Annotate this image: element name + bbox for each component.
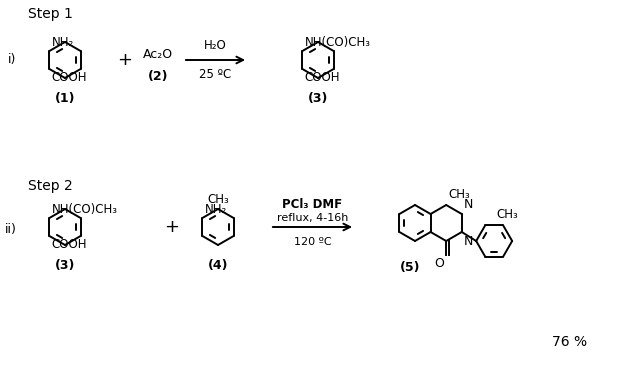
Text: PCl₃ DMF: PCl₃ DMF bbox=[283, 198, 343, 211]
Text: NH₂: NH₂ bbox=[205, 203, 227, 216]
Text: (1): (1) bbox=[55, 92, 76, 105]
Text: N: N bbox=[464, 235, 473, 248]
Text: COOH: COOH bbox=[51, 238, 87, 251]
Text: reflux, 4-16h: reflux, 4-16h bbox=[277, 213, 348, 223]
Text: CH₃: CH₃ bbox=[496, 208, 518, 221]
Text: NH₂: NH₂ bbox=[51, 36, 74, 49]
Text: (2): (2) bbox=[148, 70, 168, 83]
Text: Ac₂O: Ac₂O bbox=[143, 48, 173, 62]
Text: +: + bbox=[117, 51, 132, 69]
Text: CH₃: CH₃ bbox=[207, 193, 229, 206]
Text: (5): (5) bbox=[400, 261, 420, 274]
Text: NH(CO)CH₃: NH(CO)CH₃ bbox=[305, 36, 371, 49]
Text: COOH: COOH bbox=[305, 71, 340, 84]
Text: H₂O: H₂O bbox=[204, 39, 227, 52]
Text: N: N bbox=[464, 198, 473, 211]
Text: (4): (4) bbox=[208, 259, 228, 272]
Text: i): i) bbox=[8, 54, 16, 66]
Text: O: O bbox=[434, 257, 444, 270]
Text: ii): ii) bbox=[5, 224, 17, 237]
Text: COOH: COOH bbox=[51, 71, 87, 84]
Text: 76 %: 76 % bbox=[552, 335, 588, 349]
Text: (3): (3) bbox=[308, 92, 328, 105]
Text: 25 ºC: 25 ºC bbox=[200, 68, 232, 81]
Text: NH(CO)CH₃: NH(CO)CH₃ bbox=[51, 203, 117, 216]
Text: (3): (3) bbox=[55, 259, 75, 272]
Text: Step 1: Step 1 bbox=[28, 7, 73, 21]
Text: 120 ºC: 120 ºC bbox=[294, 237, 331, 247]
Text: CH₃: CH₃ bbox=[448, 188, 470, 201]
Text: +: + bbox=[165, 218, 180, 236]
Text: Step 2: Step 2 bbox=[28, 179, 73, 193]
